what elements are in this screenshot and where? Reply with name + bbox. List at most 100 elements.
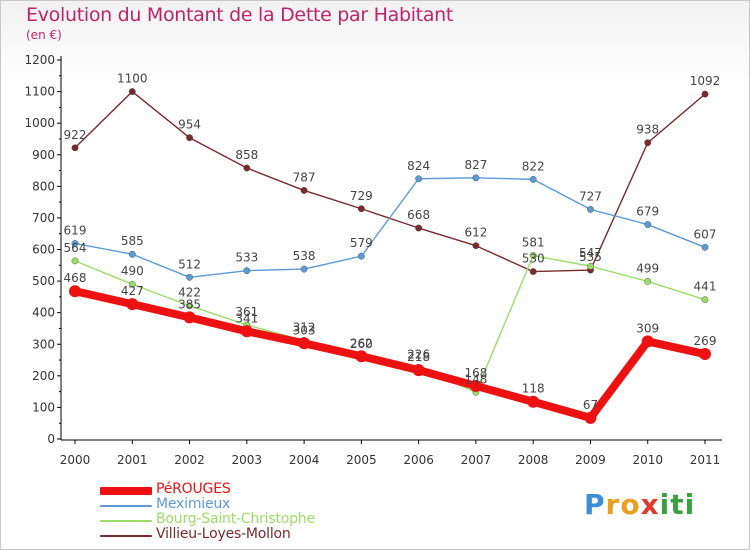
data-label: 858	[235, 148, 258, 162]
legend-label: PéROUGES	[156, 481, 231, 497]
data-label: 312	[293, 320, 316, 334]
data-label: 361	[235, 305, 258, 319]
series-p-rouges	[69, 285, 711, 424]
data-label: 218	[407, 350, 430, 364]
proxiti-logo: Proxiti	[584, 488, 695, 521]
data-point	[644, 221, 652, 228]
y-tick-label: 1000	[24, 116, 55, 130]
data-point	[128, 280, 136, 288]
logo-letter: i	[659, 488, 671, 521]
data-point	[529, 252, 537, 259]
data-point	[472, 242, 480, 250]
legend-swatch	[100, 487, 152, 495]
legend-label: Bourg-Saint-Christophe	[156, 511, 315, 527]
data-point	[701, 243, 709, 251]
data-point	[183, 311, 196, 324]
data-label: 226	[407, 348, 430, 362]
data-point	[412, 364, 425, 377]
data-point	[587, 205, 594, 213]
data-point	[298, 337, 311, 350]
data-point	[128, 250, 136, 258]
data-label: 499	[636, 261, 659, 275]
y-tick-label: 400	[32, 306, 55, 320]
logo-letter: o	[620, 488, 641, 521]
y-tick-label: 0	[47, 432, 55, 446]
data-label: 938	[636, 123, 659, 137]
logo-letter: i	[684, 488, 696, 521]
data-label: 787	[293, 170, 316, 184]
data-label: 922	[64, 128, 87, 142]
x-tick-label: 2004	[289, 453, 320, 467]
data-label: 148	[464, 372, 487, 386]
x-tick-label: 2008	[518, 453, 549, 467]
logo-letter: t	[670, 488, 685, 521]
y-tick-label: 500	[32, 274, 55, 288]
legend-swatch	[100, 535, 152, 537]
x-tick-label: 2007	[461, 453, 492, 467]
y-tick-label: 900	[32, 148, 55, 162]
data-label: 585	[121, 234, 144, 248]
data-label: 619	[64, 223, 87, 237]
data-label: 535	[579, 250, 602, 264]
data-label: 168	[464, 366, 487, 380]
data-label: 490	[121, 264, 144, 278]
data-label: 607	[694, 227, 717, 241]
data-point	[529, 268, 537, 276]
legend-swatch	[100, 505, 152, 507]
data-point	[701, 90, 709, 98]
y-tick-label: 1100	[24, 85, 55, 99]
data-point	[300, 187, 308, 194]
legend-label: Villieu-Loyes-Mollon	[156, 526, 291, 542]
y-tick-label: 1200	[24, 53, 55, 67]
data-point	[469, 379, 482, 392]
data-label: 954	[178, 118, 201, 132]
data-label: 530	[522, 252, 545, 266]
data-label: 612	[464, 226, 487, 240]
data-label: 1092	[690, 74, 721, 88]
data-point	[641, 335, 654, 348]
y-tick-label: 700	[32, 211, 55, 225]
data-point	[529, 175, 537, 183]
data-point	[128, 88, 136, 95]
data-point	[527, 395, 540, 408]
legend-label: Meximieux	[156, 496, 231, 512]
data-point	[71, 144, 79, 152]
legend-swatch	[100, 520, 152, 522]
data-label: 269	[694, 334, 717, 348]
x-tick-label: 2001	[117, 453, 148, 467]
data-point	[126, 298, 139, 311]
data-label: 538	[293, 249, 316, 263]
data-label: 581	[522, 236, 545, 250]
data-label: 260	[350, 337, 373, 351]
x-tick-label: 2000	[60, 453, 91, 467]
series-line	[74, 177, 706, 278]
data-point	[415, 224, 423, 232]
data-label: 729	[350, 189, 373, 203]
data-point	[69, 285, 81, 298]
data-point	[587, 262, 594, 270]
x-tick-label: 2011	[690, 453, 721, 467]
data-point	[300, 265, 308, 273]
chart-title: Evolution du Montant de la Dette par Hab…	[26, 4, 454, 26]
data-label: 427	[121, 284, 144, 298]
data-point	[243, 267, 251, 275]
data-label: 564	[64, 241, 87, 255]
data-point	[699, 348, 711, 361]
y-tick-label: 300	[32, 337, 55, 351]
data-label: 441	[694, 280, 717, 294]
data-point	[71, 240, 79, 247]
data-label: 303	[293, 323, 316, 337]
data-point	[701, 296, 709, 304]
y-tick-label: 600	[32, 243, 55, 257]
data-point	[357, 205, 365, 213]
data-label: 341	[235, 311, 258, 325]
data-label: 727	[579, 189, 602, 203]
data-label: 468	[64, 271, 87, 285]
series-line	[74, 254, 706, 393]
data-label: 533	[235, 251, 258, 265]
series-meximieux	[71, 174, 709, 281]
data-point	[357, 252, 365, 260]
data-label: 668	[407, 208, 430, 222]
data-label: 1100	[117, 72, 148, 86]
